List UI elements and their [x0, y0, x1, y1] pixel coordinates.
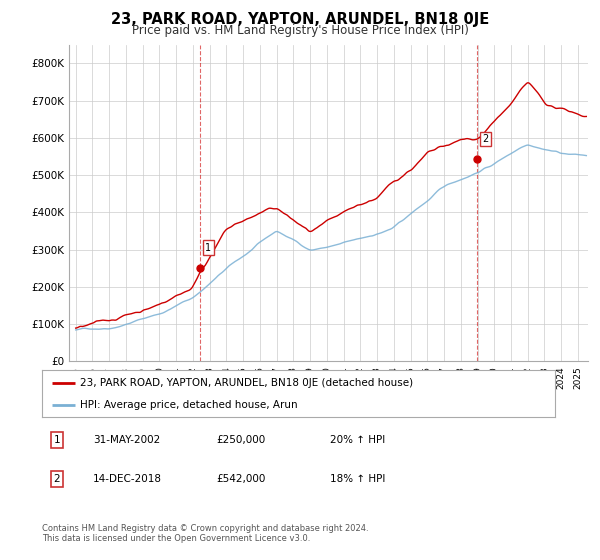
Text: 2: 2 — [482, 134, 488, 144]
Text: Price paid vs. HM Land Registry's House Price Index (HPI): Price paid vs. HM Land Registry's House … — [131, 24, 469, 37]
Text: 2: 2 — [53, 474, 61, 484]
Text: £250,000: £250,000 — [216, 435, 265, 445]
Text: 20% ↑ HPI: 20% ↑ HPI — [330, 435, 385, 445]
Text: 1: 1 — [53, 435, 61, 445]
Text: £542,000: £542,000 — [216, 474, 265, 484]
Text: 23, PARK ROAD, YAPTON, ARUNDEL, BN18 0JE: 23, PARK ROAD, YAPTON, ARUNDEL, BN18 0JE — [111, 12, 489, 27]
Text: This data is licensed under the Open Government Licence v3.0.: This data is licensed under the Open Gov… — [42, 534, 310, 543]
Text: HPI: Average price, detached house, Arun: HPI: Average price, detached house, Arun — [80, 400, 298, 410]
Text: Contains HM Land Registry data © Crown copyright and database right 2024.: Contains HM Land Registry data © Crown c… — [42, 524, 368, 533]
Text: 14-DEC-2018: 14-DEC-2018 — [93, 474, 162, 484]
Text: 31-MAY-2002: 31-MAY-2002 — [93, 435, 160, 445]
Text: 1: 1 — [205, 242, 211, 253]
Text: 18% ↑ HPI: 18% ↑ HPI — [330, 474, 385, 484]
Text: 23, PARK ROAD, YAPTON, ARUNDEL, BN18 0JE (detached house): 23, PARK ROAD, YAPTON, ARUNDEL, BN18 0JE… — [80, 378, 413, 388]
